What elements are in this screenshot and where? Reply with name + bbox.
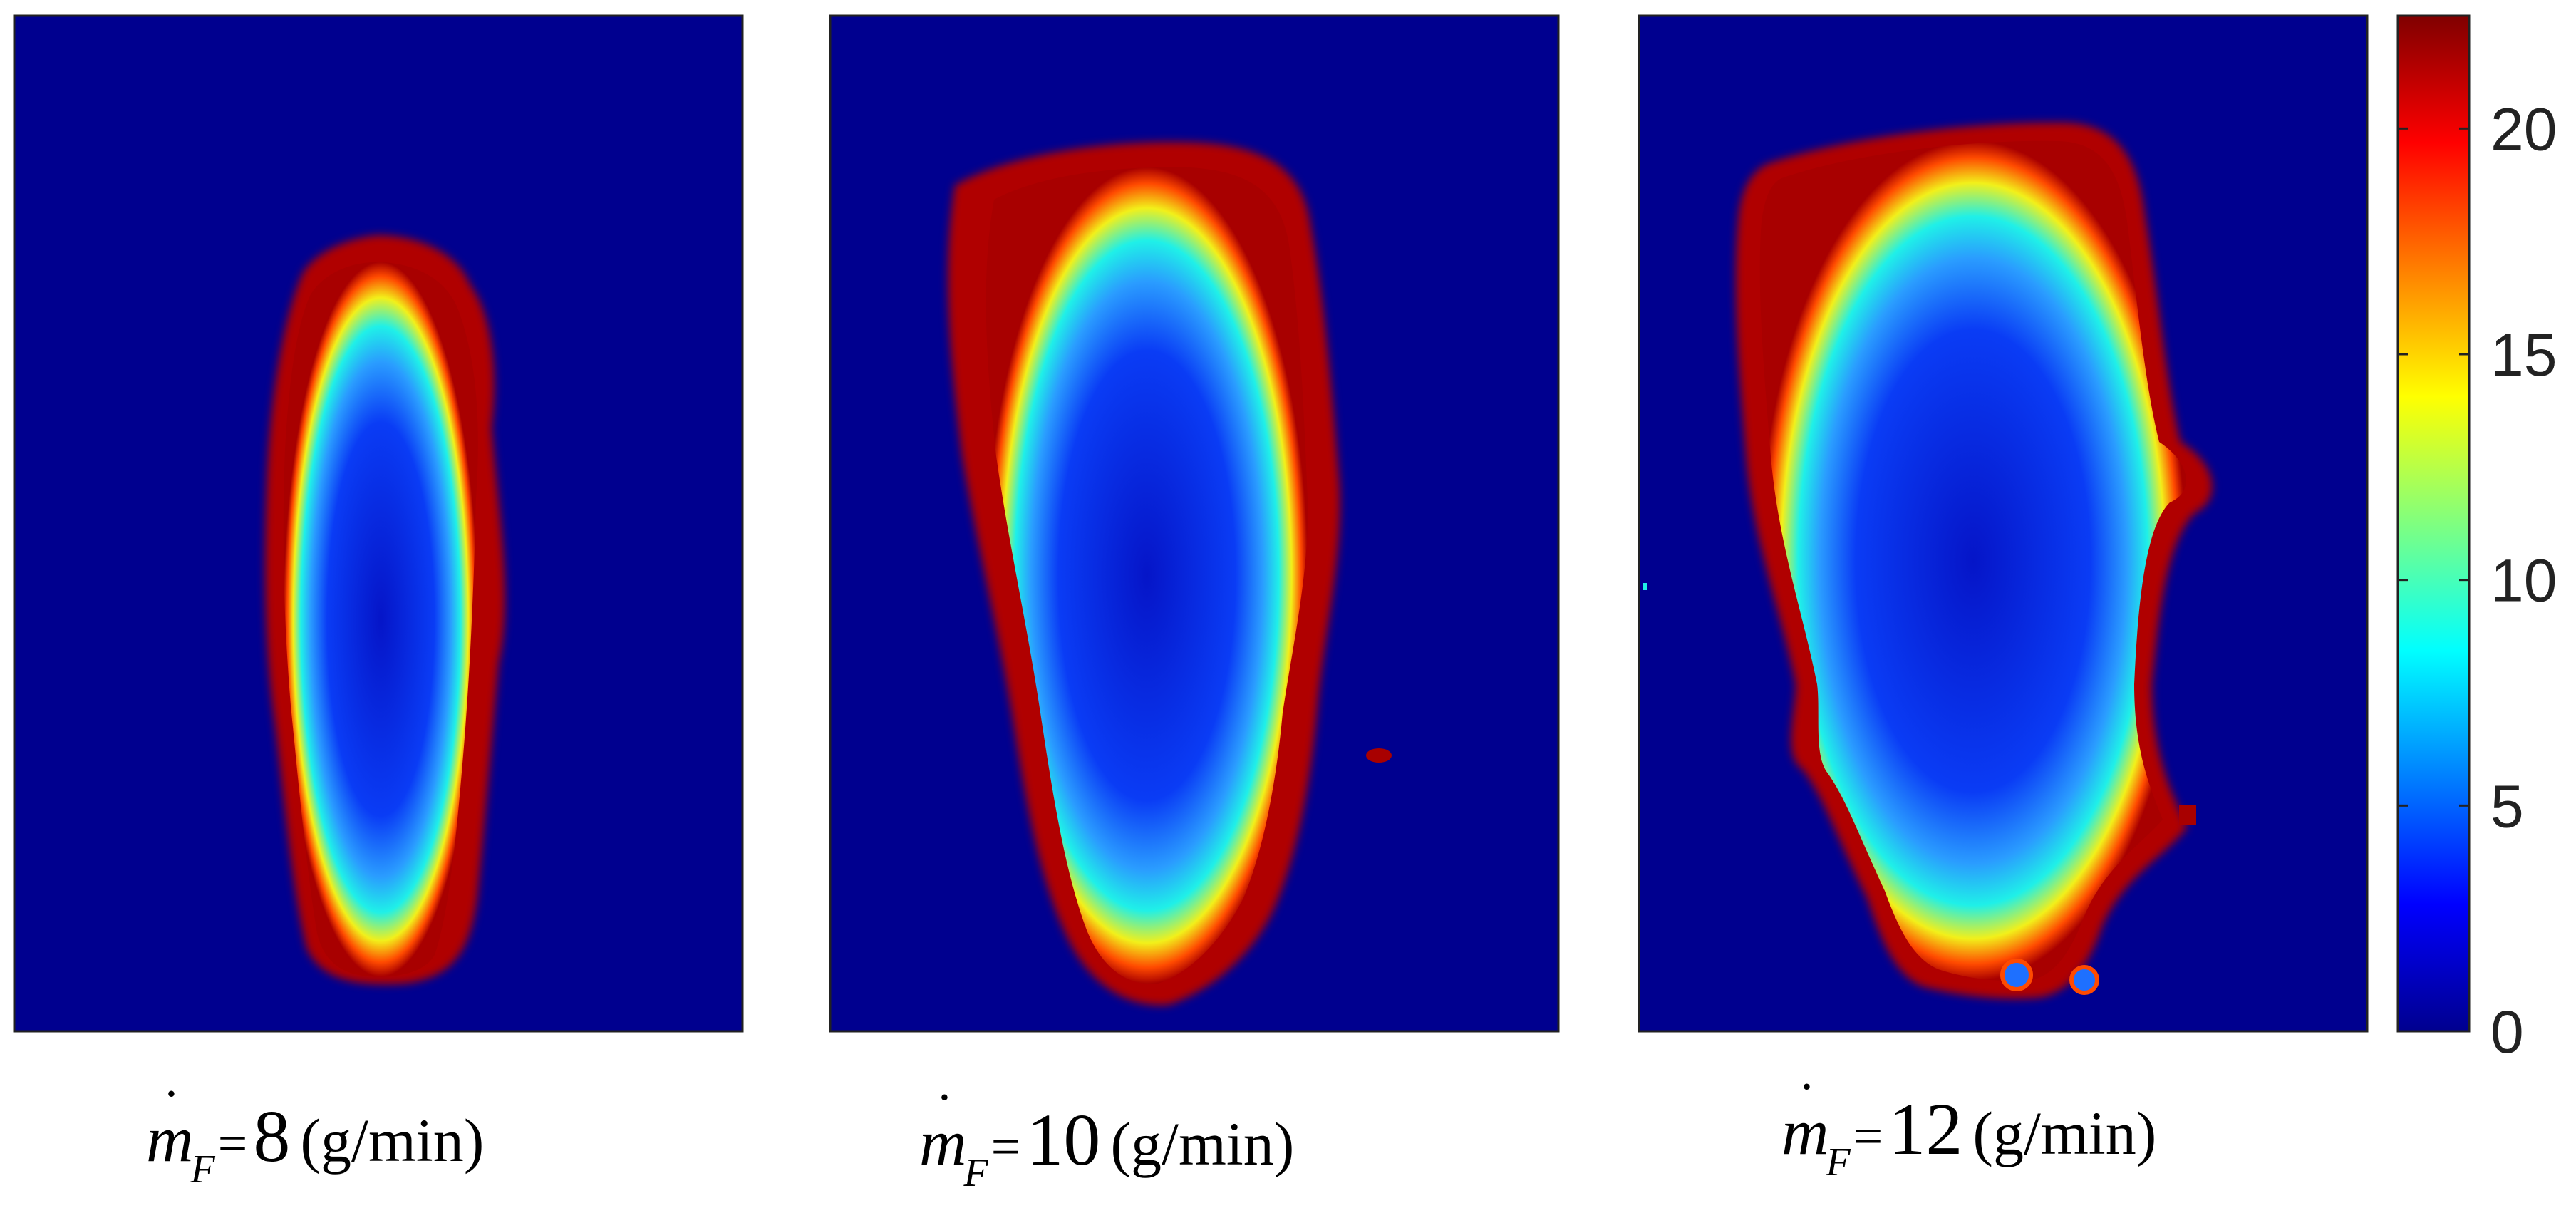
- colorbar-ticks: 0 5 10 15 20: [2398, 95, 2557, 1065]
- unit-label: (g/min): [300, 1106, 485, 1175]
- mass-flow-symbol: ˙ m: [919, 1083, 967, 1179]
- panel-2-caption: ˙ mF=10 (g/min): [919, 1083, 1295, 1195]
- mass-flow-symbol: ˙ m: [1781, 1072, 1829, 1168]
- equals-sign: =: [990, 1118, 1021, 1177]
- panel-3-speck: [2179, 805, 2196, 825]
- panel-3-flame: [1759, 140, 2186, 981]
- mass-flow-symbol: ˙ m: [146, 1079, 194, 1175]
- colorbar-tick-label: 0: [2490, 998, 2524, 1065]
- panel-2-speck: [1366, 748, 1392, 763]
- colorbar-tick-label: 15: [2490, 321, 2557, 388]
- unit-label: (g/min): [1110, 1110, 1295, 1178]
- panel-3-caption: ˙ mF=12 (g/min): [1781, 1072, 2157, 1184]
- colorbar-gradient: [2396, 14, 2471, 1033]
- equals-sign: =: [1853, 1108, 1883, 1166]
- mass-flow-value: 8: [253, 1095, 291, 1177]
- subscript: F: [190, 1147, 215, 1192]
- unit-label: (g/min): [1972, 1099, 2157, 1167]
- panel-2: [829, 14, 1560, 1033]
- subscript: F: [1826, 1140, 1851, 1184]
- panel-1: [13, 14, 744, 1033]
- mass-flow-value: 10: [1026, 1099, 1101, 1181]
- mass-flow-value: 12: [1888, 1088, 1963, 1170]
- panel-1-caption: ˙ mF=8 (g/min): [146, 1079, 485, 1192]
- subscript: F: [963, 1151, 988, 1195]
- panel-3-droplet-2: [2069, 965, 2099, 995]
- colorbar-tick-label: 5: [2490, 773, 2524, 840]
- panel-2-flame: [986, 167, 1308, 984]
- colorbar-tick-label: 10: [2490, 547, 2557, 614]
- panel-3-droplet-1: [2000, 959, 2033, 991]
- colorbar-tick-label: 20: [2490, 95, 2557, 162]
- colorbar: 0 5 10 15 20: [2396, 14, 2557, 1065]
- equals-sign: =: [217, 1115, 248, 1173]
- panel-3-speck-small: [1643, 583, 1647, 590]
- panel-3: [1638, 14, 2369, 1033]
- panel-1-flame: [283, 262, 478, 977]
